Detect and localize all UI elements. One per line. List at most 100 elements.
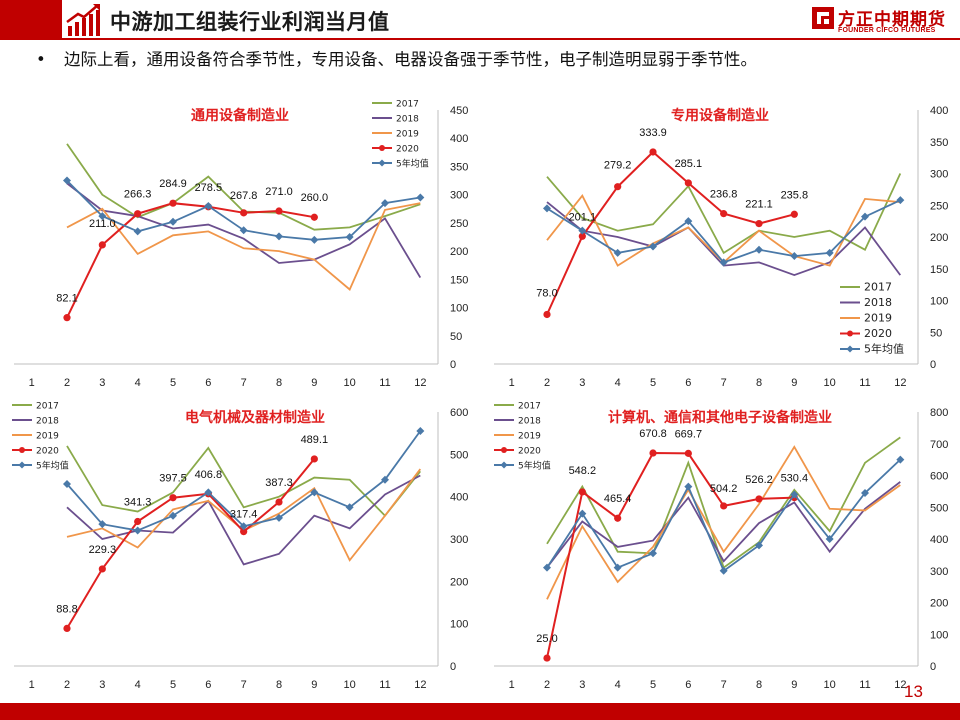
y-tick-label: 0 xyxy=(930,661,936,673)
data-point-avg xyxy=(896,455,905,464)
y-tick-label: 500 xyxy=(930,502,948,514)
bullet-marker: • xyxy=(36,50,46,69)
y-tick-label: 0 xyxy=(930,359,936,371)
series-line-2020 xyxy=(546,150,795,315)
legend-label-2018: 2018 xyxy=(518,417,541,427)
data-label-2020: 489.1 xyxy=(301,434,329,446)
data-label-2020: 221.1 xyxy=(745,199,773,211)
x-tick-label: 4 xyxy=(135,679,141,691)
y-tick-label: 200 xyxy=(450,576,468,588)
data-point-avg xyxy=(98,520,107,529)
x-tick-label: 10 xyxy=(824,377,836,389)
x-tick-label: 8 xyxy=(756,679,762,691)
legend-label-2019: 2019 xyxy=(518,432,541,442)
data-label-2020: 278.5 xyxy=(195,182,223,194)
x-tick-label: 1 xyxy=(29,679,35,691)
data-point-2020 xyxy=(684,449,692,457)
page-title: 中游加工组装行业利润当月值 xyxy=(110,10,390,34)
logo-english-text: FOUNDER CIFCO FUTURES xyxy=(838,27,936,34)
x-tick-label: 7 xyxy=(241,679,247,691)
data-point-2020 xyxy=(240,528,248,536)
data-label-2020: 669.7 xyxy=(675,428,703,440)
x-tick-label: 3 xyxy=(99,679,105,691)
data-label-2020: 406.8 xyxy=(195,469,223,481)
data-point-avg xyxy=(861,212,869,221)
data-label-2020: 548.2 xyxy=(569,465,597,477)
x-tick-label: 8 xyxy=(276,679,282,691)
data-point-2020 xyxy=(134,210,142,218)
x-tick-label: 2 xyxy=(544,679,550,691)
series-line-2019 xyxy=(546,194,901,267)
data-point-avg xyxy=(310,488,319,497)
data-point-avg xyxy=(613,248,622,257)
y-tick-label: 100 xyxy=(450,303,468,315)
data-point-2020 xyxy=(649,449,657,457)
y-tick-label: 50 xyxy=(450,331,462,343)
x-tick-label: 3 xyxy=(579,679,585,691)
data-point-avg xyxy=(345,233,354,241)
series-line-2018 xyxy=(66,474,421,566)
data-label-2020: 284.9 xyxy=(159,178,187,190)
y-tick-label: 250 xyxy=(450,218,468,230)
y-tick-label: 150 xyxy=(930,264,948,276)
data-label-2020: 82.1 xyxy=(56,293,77,305)
x-tick-label: 1 xyxy=(509,679,515,691)
data-point-2020 xyxy=(310,213,318,221)
series-line-2018 xyxy=(546,481,901,569)
x-tick-label: 6 xyxy=(685,679,691,691)
legend-marker xyxy=(500,461,508,469)
x-tick-label: 8 xyxy=(276,377,282,389)
data-point-avg xyxy=(790,252,799,261)
legend-label-2019: 2019 xyxy=(864,312,892,325)
x-tick-label: 7 xyxy=(721,377,727,389)
data-point-2020 xyxy=(720,210,728,218)
data-point-avg xyxy=(310,235,319,244)
series-line-2020 xyxy=(66,202,315,319)
data-label-2020: 285.1 xyxy=(675,158,703,170)
x-tick-label: 5 xyxy=(650,679,656,691)
x-tick-label: 12 xyxy=(894,679,906,691)
y-tick-label: 600 xyxy=(450,407,468,419)
x-tick-label: 4 xyxy=(135,377,141,389)
data-point-2020 xyxy=(614,183,622,191)
data-point-avg xyxy=(239,226,248,235)
x-tick-label: 9 xyxy=(311,377,317,389)
x-tick-label: 10 xyxy=(344,679,356,691)
data-point-2020 xyxy=(543,310,551,319)
legend-marker xyxy=(847,330,853,337)
data-point-2020 xyxy=(63,624,71,633)
data-point-avg xyxy=(649,242,657,251)
legend-label-2019: 2019 xyxy=(36,432,59,442)
data-point-avg xyxy=(133,526,142,535)
x-tick-label: 11 xyxy=(379,377,390,389)
x-tick-label: 12 xyxy=(414,679,426,691)
y-tick-label: 0 xyxy=(450,359,456,371)
x-tick-label: 1 xyxy=(29,377,35,389)
data-label-2020: 267.8 xyxy=(230,190,258,202)
x-tick-label: 9 xyxy=(791,679,797,691)
data-point-2020 xyxy=(240,209,248,217)
data-point-avg xyxy=(275,232,283,241)
legend-label-avg: 5年均值 xyxy=(36,460,69,472)
data-label-2020: 235.8 xyxy=(781,189,809,201)
data-point-2020 xyxy=(134,517,142,526)
x-tick-label: 2 xyxy=(64,377,70,389)
y-tick-label: 100 xyxy=(930,629,948,641)
y-tick-label: 200 xyxy=(930,598,948,610)
data-point-avg xyxy=(578,509,587,518)
y-tick-label: 0 xyxy=(450,661,456,673)
data-point-avg xyxy=(825,535,834,543)
x-tick-label: 12 xyxy=(414,377,426,389)
legend-marker xyxy=(501,447,507,453)
series-line-2017 xyxy=(66,143,421,231)
data-point-avg xyxy=(345,503,354,512)
footer-bar xyxy=(0,703,960,720)
y-tick-label: 700 xyxy=(930,439,948,451)
data-point-avg xyxy=(755,245,763,254)
data-point-avg xyxy=(416,427,425,436)
data-label-2020: 504.2 xyxy=(710,483,738,495)
data-point-2020 xyxy=(275,207,283,215)
data-point-avg xyxy=(790,490,799,499)
data-label-2020: 25.0 xyxy=(536,633,557,645)
data-label-2020: 229.3 xyxy=(89,544,117,556)
